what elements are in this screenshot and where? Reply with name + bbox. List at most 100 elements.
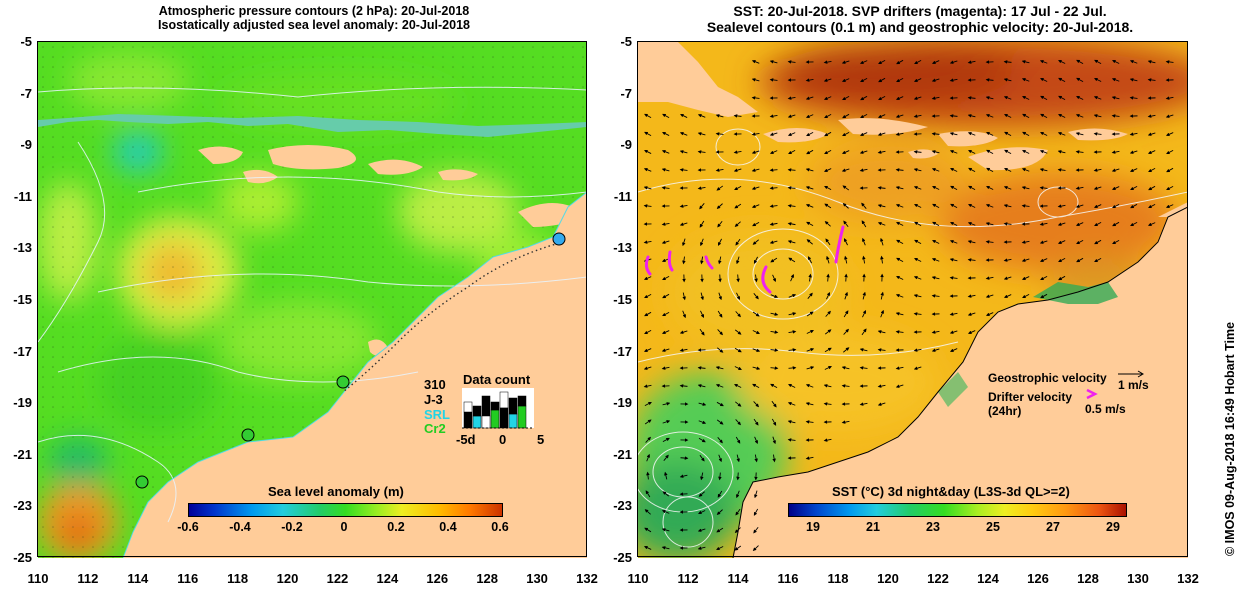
y-tick-label: -7 [20, 85, 32, 101]
velocity-arrow [682, 292, 686, 301]
velocity-arrow [862, 237, 866, 246]
velocity-arrow [859, 348, 868, 352]
velocity-arrow [1021, 78, 1030, 82]
y-tick-label: -5 [620, 34, 632, 49]
left-title-line2: Isostatically adjusted sea level anomaly… [158, 18, 470, 32]
geostrophic-scale-arrow [1118, 370, 1144, 378]
velocity-arrow [644, 150, 652, 154]
velocity-arrow [967, 240, 976, 244]
velocity-arrow [1093, 132, 1102, 136]
velocity-arrow [717, 220, 723, 228]
velocity-arrow [769, 60, 778, 64]
velocity-arrow [1004, 168, 1012, 172]
velocity-arrow [823, 168, 832, 172]
velocity-arrow [877, 384, 886, 388]
velocity-arrow [861, 202, 867, 209]
velocity-arrow [787, 204, 796, 208]
data-count-tick: 0 [499, 432, 507, 447]
velocity-arrow [700, 238, 704, 247]
velocity-arrow [967, 60, 976, 64]
velocity-arrow [736, 454, 740, 463]
velocity-arrow [644, 546, 652, 550]
velocity-arrow [646, 471, 650, 480]
velocity-arrow [967, 96, 976, 100]
velocity-arrow [844, 291, 848, 300]
velocity-arrow [895, 312, 904, 316]
sea-level-tick: 0 [340, 520, 348, 534]
velocity-arrow [914, 59, 922, 65]
velocity-arrow [679, 222, 688, 226]
x-tick-label: 118 [827, 571, 849, 586]
velocity-arrow [662, 275, 670, 281]
sst-map[interactable] [638, 42, 1188, 558]
sea-level-map[interactable] [38, 42, 587, 558]
velocity-arrow [823, 96, 832, 100]
velocity-arrow [1094, 221, 1102, 227]
velocity-arrow [700, 472, 704, 481]
velocity-arrow [826, 273, 830, 282]
velocity-arrow [752, 366, 761, 370]
sea-level-tick: -0.6 [177, 520, 199, 534]
velocity-arrow [716, 419, 724, 425]
velocity-arrow [788, 294, 797, 298]
velocity-arrow [896, 257, 904, 263]
velocity-arrow [682, 310, 686, 319]
velocity-arrow [734, 401, 742, 407]
velocity-arrow [844, 238, 848, 246]
velocity-arrow [824, 221, 831, 227]
velocity-arrow [661, 528, 670, 532]
velocity-arrow [715, 366, 724, 370]
velocity-arrow [644, 527, 652, 533]
velocity-arrow [878, 95, 886, 101]
velocity-arrow [645, 436, 651, 443]
velocity-arrow [931, 348, 940, 352]
velocity-arrow [841, 420, 850, 424]
velocity-arrow [1129, 168, 1138, 172]
velocity-arrow [968, 185, 976, 191]
velocity-arrow [1057, 132, 1066, 136]
velocity-arrow [931, 78, 940, 82]
velocity-arrow [1040, 113, 1048, 119]
velocity-arrow [824, 113, 832, 119]
velocity-arrow [1040, 78, 1048, 82]
velocity-arrow [1111, 186, 1120, 190]
velocity-arrow [932, 203, 940, 209]
velocity-arrow [932, 240, 940, 244]
velocity-arrow [753, 256, 759, 264]
velocity-arrow [769, 240, 778, 244]
data-count-total: 310 [424, 377, 446, 392]
velocity-arrow [1003, 222, 1012, 226]
velocity-arrow [1022, 96, 1030, 100]
velocity-arrow [880, 237, 884, 246]
velocity-arrow [718, 472, 722, 481]
velocity-arrow [769, 150, 778, 154]
velocity-arrow [824, 366, 832, 370]
velocity-arrow [842, 203, 849, 209]
velocity-arrow [859, 366, 868, 370]
velocity-arrow [1166, 149, 1174, 155]
velocity-arrow [753, 418, 759, 426]
velocity-arrow [698, 402, 707, 406]
drifter-velocity-label: Drifter velocity [988, 390, 1073, 404]
velocity-arrow [644, 401, 652, 407]
velocity-arrow [679, 150, 688, 154]
velocity-arrow [752, 311, 760, 317]
velocity-arrow [895, 96, 904, 100]
velocity-arrow [949, 348, 958, 352]
velocity-arrow [753, 401, 759, 408]
velocity-arrow [733, 168, 742, 172]
y-tick-label: -13 [13, 240, 32, 256]
velocity-arrow [716, 185, 724, 191]
velocity-arrow [895, 384, 904, 388]
velocity-arrow [1148, 203, 1156, 209]
velocity-arrow [1021, 186, 1030, 190]
velocity-arrow [770, 312, 779, 316]
velocity-arrow [1075, 222, 1084, 226]
velocity-arrow [825, 238, 831, 246]
velocity-arrow [734, 347, 742, 353]
velocity-arrow [751, 78, 760, 82]
velocity-arrow [752, 330, 760, 334]
velocity-arrow [643, 240, 652, 244]
right-title-line2: Sealevel contours (0.1 m) and geostrophi… [706, 19, 1134, 35]
velocity-arrow [1075, 114, 1084, 118]
